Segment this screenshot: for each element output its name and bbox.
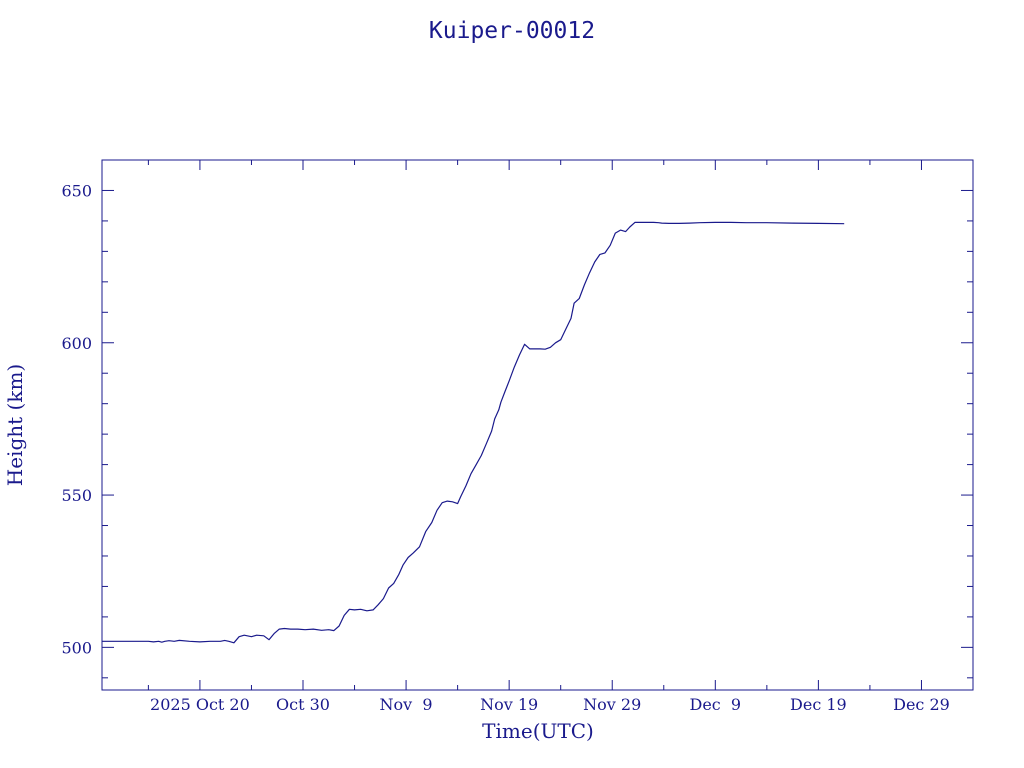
series-layer [102, 221, 845, 644]
y-tick-label: 600 [61, 334, 92, 353]
x-tick-label: Dec 9 [690, 695, 742, 714]
y-tick-label: 650 [61, 181, 92, 200]
x-axis-ticks [147, 160, 974, 690]
chart-title: Kuiper-00012 [429, 18, 595, 44]
x-tick-label: Dec 29 [893, 695, 950, 714]
y-tick-label: 550 [61, 486, 92, 505]
x-tick-label: Oct 30 [276, 695, 330, 714]
y-axis-ticks [102, 159, 973, 679]
x-tick-label: Nov 19 [480, 695, 538, 714]
y-tick-label: 500 [61, 638, 92, 657]
x-tick-label: Dec 19 [790, 695, 847, 714]
y-axis-title: Height (km) [3, 364, 27, 486]
x-axis-title: Time(UTC) [482, 719, 594, 743]
x-axis-tick-labels: 2025 Oct 20 Oct 30 Nov 9 Nov 19 Nov 29 Dec 9 D… [150, 695, 950, 714]
height-series-line [102, 221, 845, 644]
x-tick-label: Nov 9 [380, 695, 433, 714]
plot-frame [101, 159, 974, 691]
x-tick-label: Nov 29 [583, 695, 641, 714]
x-tick-label: 2025 Oct 20 [150, 695, 250, 714]
y-axis-tick-labels: 500 550 600 650 [61, 181, 92, 657]
